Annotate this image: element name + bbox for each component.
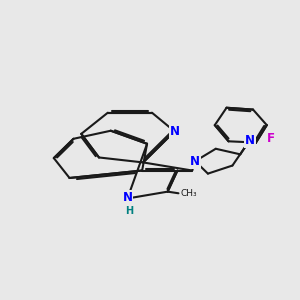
Text: N: N <box>190 155 200 168</box>
Text: N: N <box>122 191 132 204</box>
Text: F: F <box>267 132 275 145</box>
Text: CH₃: CH₃ <box>180 189 197 198</box>
Text: H: H <box>125 206 133 216</box>
Text: N: N <box>245 134 255 147</box>
Text: N: N <box>170 125 180 138</box>
